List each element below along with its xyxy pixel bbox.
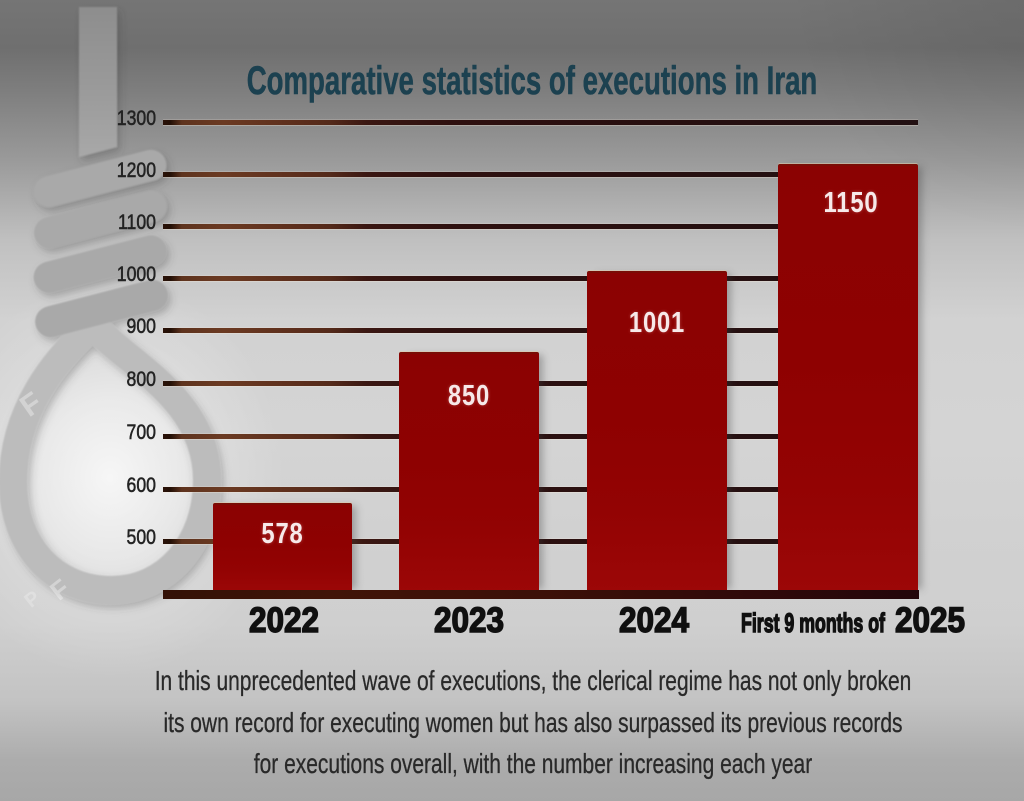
- svg-text:P: P: [20, 587, 44, 613]
